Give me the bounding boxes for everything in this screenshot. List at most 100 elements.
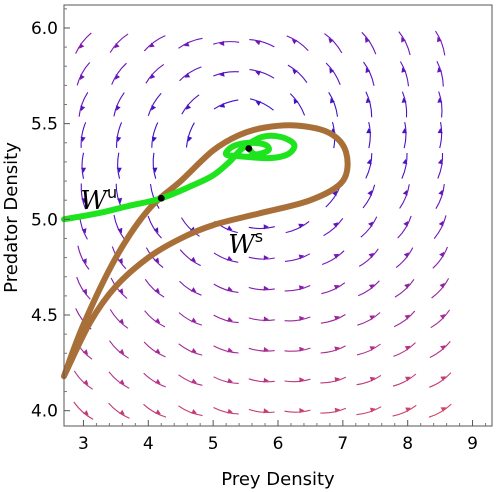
- stream-line: [248, 347, 275, 352]
- stream-arrow: [440, 376, 446, 382]
- stream-line: [363, 61, 375, 86]
- manifold-curves: [61, 122, 351, 380]
- stream-arrow: [82, 288, 88, 295]
- stream-line: [213, 71, 239, 77]
- stream-line: [284, 253, 311, 262]
- stream-arrow: [80, 74, 85, 80]
- stream-line: [109, 309, 129, 329]
- stream-arrow: [333, 285, 340, 290]
- stream-arrow: [401, 128, 408, 134]
- stream-line: [179, 66, 202, 82]
- stream-arrow: [116, 136, 122, 142]
- stream-line: [248, 317, 275, 322]
- stream-arrow: [81, 197, 87, 204]
- stream-line: [143, 403, 167, 418]
- y-tick-label: 4.0: [31, 402, 58, 422]
- stream-arrow: [263, 316, 269, 322]
- stream-line: [397, 215, 412, 239]
- stream-arrow: [438, 189, 444, 196]
- stream-arrow: [401, 37, 406, 43]
- stream-arrow: [402, 189, 408, 196]
- stream-line: [360, 216, 378, 238]
- stream-line: [147, 215, 162, 239]
- stream-arrow: [191, 317, 197, 323]
- stream-line: [144, 278, 165, 298]
- stream-line: [362, 184, 376, 209]
- stream-arrow: [263, 224, 269, 230]
- stream-arrow: [439, 314, 446, 320]
- stream-arrow: [184, 72, 191, 78]
- stream-line: [143, 341, 166, 358]
- stream-line: [144, 310, 166, 328]
- stream-arrow: [298, 285, 305, 291]
- stream-line: [286, 35, 309, 51]
- x-tick-label: 9: [467, 434, 478, 454]
- stream-arrow: [439, 251, 445, 258]
- stream-line: [145, 247, 164, 269]
- stream-arrow: [117, 197, 123, 204]
- stream-arrow: [153, 227, 159, 233]
- y-tick-label: 6.0: [31, 19, 58, 39]
- stream-arrow: [80, 105, 86, 112]
- stream-arrow: [299, 408, 305, 414]
- x-tick-label: 5: [208, 434, 219, 454]
- y-tick-label: 5.5: [31, 115, 58, 135]
- stream-line: [320, 314, 346, 324]
- stream-arrow: [332, 190, 338, 197]
- stream-line: [429, 341, 451, 358]
- stream-line: [365, 91, 373, 118]
- stream-arrow: [227, 378, 233, 384]
- stream-arrow: [402, 158, 408, 165]
- stream-line: [113, 214, 125, 240]
- stream-arrow: [334, 346, 340, 352]
- stream-line: [213, 345, 239, 354]
- stable-manifold-curve: [61, 122, 351, 380]
- x-axis-ticks: 3 4 5 6 7 8 9: [78, 420, 487, 454]
- stream-line: [289, 93, 306, 116]
- stream-line: [213, 314, 239, 324]
- stream-line: [78, 92, 89, 117]
- stream-line: [80, 122, 87, 148]
- stream-arrow: [438, 220, 444, 227]
- stream-line: [320, 376, 347, 384]
- stream-arrow: [405, 376, 411, 382]
- stream-arrow: [191, 348, 197, 353]
- stream-arrow: [79, 43, 85, 49]
- stream-arrow: [187, 136, 193, 142]
- stream-arrow: [437, 67, 443, 73]
- stream-arrow: [298, 254, 305, 260]
- stream-line: [328, 92, 339, 117]
- stream-arrow: [190, 287, 197, 292]
- stream-line: [73, 401, 94, 420]
- stream-line: [401, 91, 408, 118]
- stream-arrow: [369, 376, 376, 382]
- x-tick-label: 8: [402, 434, 413, 454]
- stream-line: [285, 220, 310, 234]
- stream-arrow: [291, 39, 298, 45]
- stream-line: [435, 184, 445, 209]
- stream-arrow: [82, 349, 89, 355]
- stream-line: [356, 374, 382, 386]
- stream-arrow: [227, 255, 233, 261]
- stream-arrow: [149, 42, 155, 48]
- stream-arrow: [155, 409, 161, 415]
- stream-line: [287, 64, 308, 84]
- stream-arrow: [334, 407, 340, 413]
- stream-arrow: [185, 104, 192, 110]
- stream-line: [365, 153, 373, 179]
- stream-arrow: [226, 225, 233, 231]
- stream-arrow: [330, 97, 335, 104]
- stream-arrow: [368, 252, 374, 259]
- stream-line: [109, 33, 129, 53]
- stream-line: [358, 248, 379, 267]
- stream-line: [248, 226, 275, 230]
- stream-arrow: [365, 97, 371, 104]
- x-tick-label: 3: [78, 434, 89, 454]
- stream-line: [401, 152, 408, 179]
- stream-arrow: [83, 379, 89, 385]
- stream-line: [439, 121, 443, 149]
- stream-arrow: [365, 37, 370, 43]
- stream-line: [181, 94, 200, 115]
- stream-line: [284, 378, 311, 383]
